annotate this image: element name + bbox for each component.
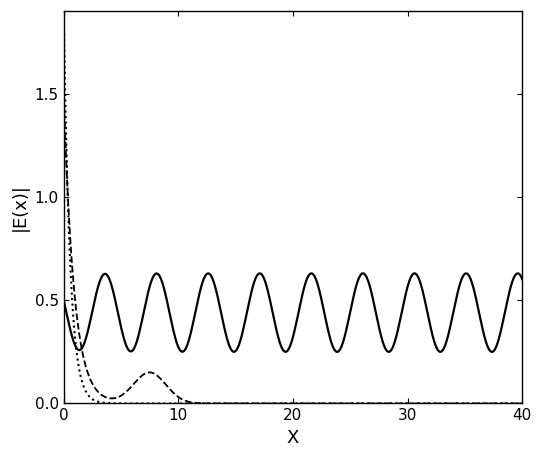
Y-axis label: |E(x)|: |E(x)|: [11, 183, 29, 231]
X-axis label: X: X: [287, 429, 299, 447]
